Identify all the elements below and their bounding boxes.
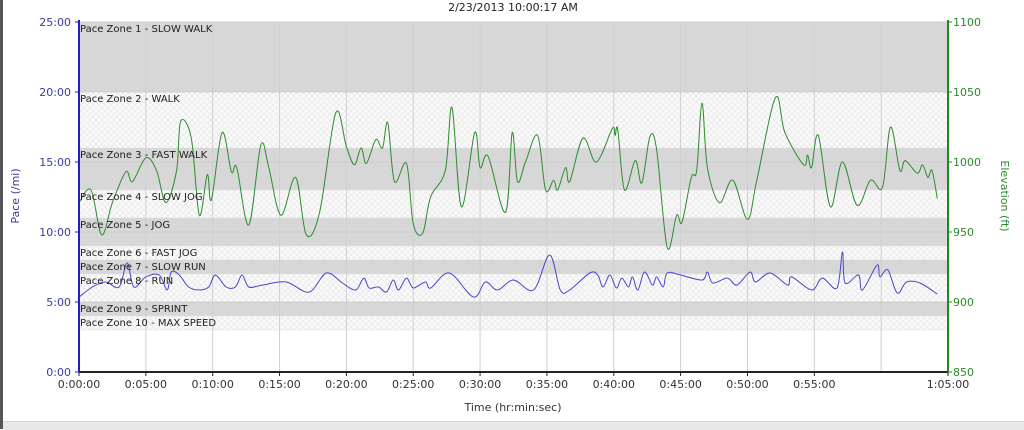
pace-zone-band <box>78 273 949 303</box>
x-tick-label: 0:15:00 <box>258 378 300 391</box>
y-tick-label: 0:00 <box>46 366 71 379</box>
pace-zone-band <box>78 259 949 275</box>
chart-title: 2/23/2013 10:00:17 AM <box>448 1 578 14</box>
y2-tick-label: 900 <box>953 296 974 309</box>
y2-tick-label: 1000 <box>953 156 981 169</box>
y-tick-label: 10:00 <box>39 226 71 239</box>
x-axis-label: Time (hr:min:sec) <box>463 401 561 414</box>
pace-zone-label: Pace Zone 5 - JOG <box>80 220 170 231</box>
pace-series-line <box>78 251 938 298</box>
pace-zone-label: Pace Zone 4 - SLOW JOG <box>80 192 203 203</box>
elevation-series-line <box>78 95 938 250</box>
series-lines <box>78 95 938 298</box>
pace-zone-band <box>78 301 949 317</box>
x-tick-label: 0:45:00 <box>659 378 701 391</box>
x-tick-label: 0:40:00 <box>593 378 635 391</box>
horizontal-scrollbar[interactable] <box>3 421 1024 430</box>
y2-axis-label: Elevation (ft) <box>998 160 1011 231</box>
pace-zone-label: Pace Zone 7 - SLOW RUN <box>80 262 206 273</box>
x-tick-label: 0:00:00 <box>58 378 100 391</box>
pace-zone-label: Pace Zone 1 - SLOW WALK <box>80 24 213 35</box>
x-tick-label: 0:50:00 <box>726 378 768 391</box>
pace-zone-label: Pace Zone 10 - MAX SPEED <box>80 318 216 329</box>
pace-zone-label: Pace Zone 3 - FAST WALK <box>80 150 208 161</box>
x-tick-label: 0:55:00 <box>793 378 835 391</box>
y-tick-label: 25:00 <box>39 16 71 29</box>
window-edge <box>0 0 3 429</box>
y2-tick-label: 950 <box>953 226 974 239</box>
y2-tick-label: 1100 <box>953 16 981 29</box>
axes: 0:00:00 0:05:00 0:10:00 0:15:00 0:20:00 0:25:… <box>39 16 981 391</box>
y-tick-label: 5:00 <box>46 296 71 309</box>
y-tick-label: 20:00 <box>39 86 71 99</box>
pace-zone-label: Pace Zone 9 - SPRINT <box>80 304 188 315</box>
pace-zone-band <box>78 245 949 261</box>
x-tick-label: 0:35:00 <box>526 378 568 391</box>
gridlines <box>79 21 948 372</box>
y2-tick-label: 850 <box>953 366 974 379</box>
pace-zones <box>78 21 949 331</box>
y-axis-label: Pace (/mi) <box>9 168 22 223</box>
x-tick-label: 0:20:00 <box>325 378 367 391</box>
x-tick-label: 1:05:00 <box>927 378 969 391</box>
y-tick-label: 15:00 <box>39 156 71 169</box>
pace-zone-labels: Pace Zone 1 - SLOW WALK Pace Zone 2 - WAL… <box>80 24 216 329</box>
pace-zone-label: Pace Zone 2 - WALK <box>80 94 180 105</box>
y2-tick-label: 1050 <box>953 86 981 99</box>
x-tick-label: 0:30:00 <box>459 378 501 391</box>
x-tick-label: 0:05:00 <box>125 378 167 391</box>
x-tick-label: 0:10:00 <box>191 378 233 391</box>
pace-zone-label: Pace Zone 8 - RUN <box>80 276 173 287</box>
pace-zone-band <box>78 21 949 93</box>
pace-zone-label: Pace Zone 6 - FAST JOG <box>80 248 197 259</box>
x-tick-label: 0:25:00 <box>392 378 434 391</box>
